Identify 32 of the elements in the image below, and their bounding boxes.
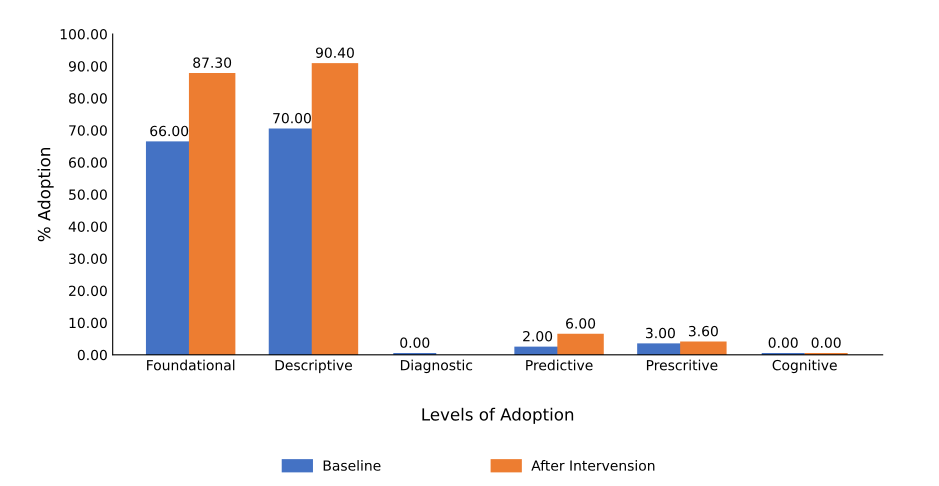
x-tick-label: Cognitive (772, 360, 837, 374)
x-tick-label: Predictive (526, 360, 593, 370)
data-label: 0.00 (400, 337, 430, 348)
data-label: 70.00 (273, 112, 311, 124)
y-tick-label: 60.00 (69, 157, 107, 168)
y-tick-label: 0.00 (78, 350, 107, 360)
data-label: 6.00 (566, 318, 596, 329)
x-tick-label: Foundational (147, 360, 234, 370)
y-tick-label: 80.00 (69, 93, 107, 104)
legend-label: Baseline (324, 460, 380, 471)
data-label: 66.00 (150, 126, 188, 136)
x-tick-label: Descriptive (276, 360, 352, 374)
data-label: 87.30 (193, 57, 232, 68)
data-label: 90.40 (316, 47, 354, 58)
data-label: 0.00 (812, 337, 841, 348)
y-tick-label: 10.00 (70, 318, 107, 328)
data-label: 0.00 (768, 337, 798, 348)
y-tick-label: 100.00 (60, 28, 107, 40)
x-axis-title: Levels of Adoption (422, 408, 574, 424)
x-tick-label: Prescritive (646, 360, 718, 370)
y-tick-label: 50.00 (69, 189, 107, 200)
y-tick-label: 90.00 (68, 61, 107, 72)
y-tick-label: 20.00 (69, 286, 107, 296)
y-tick-label: 70.00 (69, 125, 107, 136)
data-label: 3.60 (688, 326, 718, 336)
y-axis-title: % Adoption (38, 148, 54, 242)
legend-label: After Intervension (531, 460, 654, 471)
y-tick-label: 40.00 (68, 221, 107, 232)
data-label: 2.00 (523, 331, 552, 342)
y-tick-label: 30.00 (69, 254, 107, 264)
data-label: 3.00 (646, 328, 675, 338)
x-tick-label: Diagnostic (400, 360, 472, 374)
